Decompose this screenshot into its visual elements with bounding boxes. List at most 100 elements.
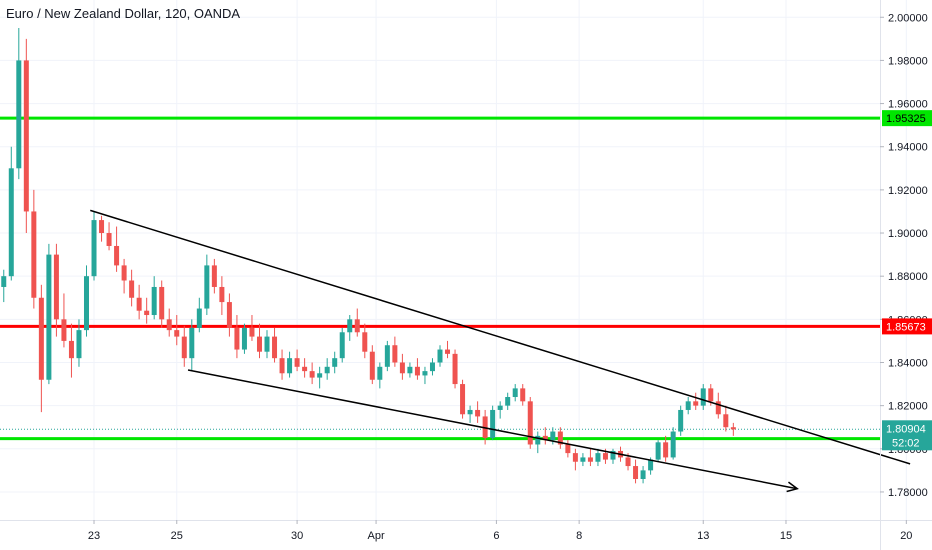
candle (369, 345, 375, 385)
candle (730, 422, 736, 436)
candle (76, 319, 82, 367)
candle-body (362, 332, 368, 352)
candle-body (38, 297, 44, 380)
candle (189, 319, 195, 372)
candle (106, 222, 112, 251)
candle (83, 265, 89, 337)
candle (527, 397, 533, 449)
candle-body (114, 245, 120, 266)
candle (490, 405, 496, 441)
candle (497, 401, 503, 419)
candle-body (99, 220, 105, 234)
candle (302, 358, 308, 378)
candle (279, 349, 285, 380)
candle-body (648, 459, 654, 471)
candle (8, 146, 14, 281)
price-tick-label: 1.84000 (888, 357, 928, 369)
candle (16, 28, 22, 180)
candle-body (61, 319, 67, 341)
candle (557, 427, 563, 449)
price-tick-label: 2.00000 (888, 12, 928, 24)
candle-body (91, 220, 97, 277)
chart-grid (0, 0, 907, 520)
candle-body (602, 453, 608, 460)
candle-body (497, 405, 503, 410)
candle (437, 345, 443, 367)
candle (535, 431, 541, 454)
price-tick-label: 1.94000 (888, 142, 928, 154)
price-tick-label: 1.82000 (888, 401, 928, 413)
candle (663, 435, 669, 462)
time-axis[interactable]: 23 25 30 Apr 6 8 13 15 20 (88, 520, 913, 542)
candle-body (610, 450, 616, 460)
candle-body (384, 345, 390, 367)
candle-body (8, 168, 14, 277)
time-tick-label: 30 (291, 530, 303, 542)
candle-body (663, 442, 669, 458)
candle (324, 358, 330, 380)
candle-body (708, 388, 714, 402)
candle (272, 327, 278, 363)
candle (572, 448, 578, 471)
candle-body (550, 431, 556, 441)
candle (399, 353, 405, 380)
candle-body (512, 388, 518, 398)
candle (595, 448, 601, 467)
price-tick-label: 1.98000 (888, 55, 928, 67)
candle-body (505, 397, 511, 406)
candle-body (68, 340, 74, 359)
candle-body (633, 466, 639, 480)
candle-body (542, 435, 548, 441)
candle (23, 38, 29, 234)
candle-body (196, 308, 202, 328)
price-tick-label: 1.88000 (888, 271, 928, 283)
time-tick-label: 23 (88, 530, 100, 542)
candle-body (144, 310, 150, 316)
candle-body (121, 265, 127, 281)
candle (144, 297, 150, 324)
candle (234, 315, 240, 359)
candle (121, 258, 127, 294)
candle (723, 405, 729, 432)
candle (53, 243, 59, 337)
candle-body (640, 470, 646, 480)
candle (384, 340, 390, 372)
candle (678, 405, 684, 436)
candle (204, 254, 210, 316)
candle-body (565, 444, 571, 454)
candle-body (354, 319, 360, 333)
candle (655, 440, 661, 462)
trendline-arrowhead (786, 481, 799, 493)
price-tick-label: 1.96000 (888, 99, 928, 111)
candle-body (414, 366, 420, 376)
candle (241, 323, 247, 354)
candle-body (256, 336, 262, 352)
candle-body (76, 330, 82, 359)
bar-countdown-label: 52:02 (892, 437, 920, 449)
candle-body (204, 265, 210, 309)
candle-body (287, 358, 293, 374)
candle-body (377, 366, 383, 380)
candle (264, 330, 270, 359)
price-tick-label: 1.78000 (888, 487, 928, 499)
candle (114, 226, 120, 272)
candle (46, 243, 52, 385)
candle (414, 358, 420, 380)
candle-body (700, 388, 706, 406)
candle (505, 392, 511, 410)
current-price-label: 1.80904 (886, 423, 926, 435)
candle-body (31, 211, 37, 298)
candle-body (715, 401, 721, 415)
candle-body (226, 302, 232, 328)
candle-body (587, 457, 593, 462)
trendline (187, 369, 798, 490)
candle (670, 427, 676, 460)
candle-body (520, 388, 526, 402)
candle (587, 448, 593, 467)
time-tick-label: 15 (780, 530, 792, 542)
candle-body (211, 265, 217, 287)
time-tick-label: Apr (368, 530, 385, 542)
candle (429, 358, 435, 376)
